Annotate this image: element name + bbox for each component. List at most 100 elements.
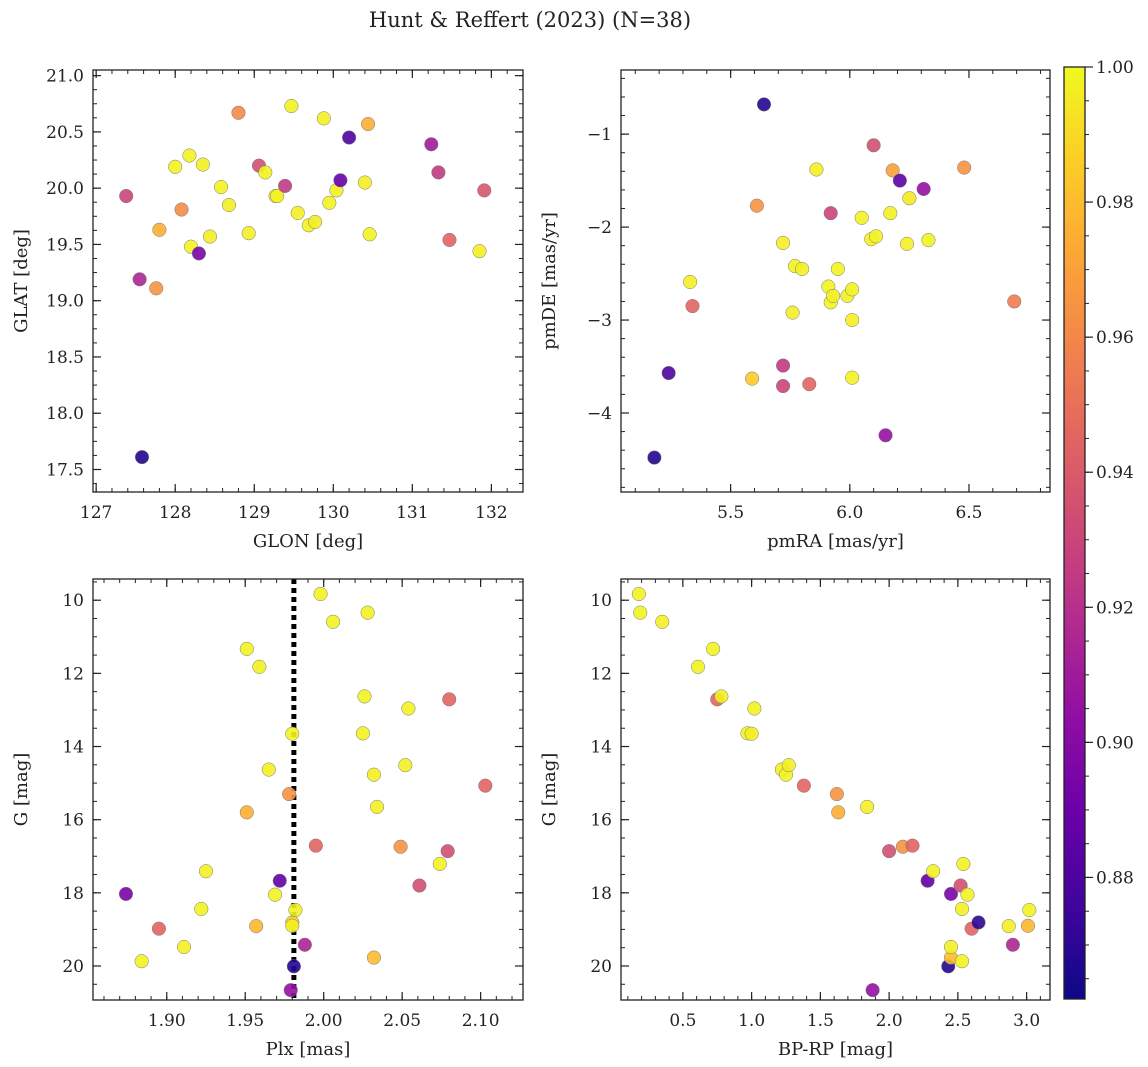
scatter-point [297,937,312,952]
scatter-point [943,939,959,955]
scatter-point [960,887,975,902]
x-axis-label: pmRA [mas/yr] [767,531,904,552]
scatter-point [134,954,149,969]
scatter-point [442,232,457,247]
scatter-point [956,856,971,871]
y-tick-label: 18.0 [46,404,84,424]
scatter-point [290,205,305,220]
y-tick-label: 20 [590,957,612,977]
scatter-point [132,272,147,287]
scatter-point [954,901,970,916]
x-tick-label: 127 [80,503,112,523]
y-tick-label: 14 [590,738,612,758]
plot-area [93,579,523,1000]
y-tick-label: 12 [590,664,612,684]
scatter-point [795,261,810,276]
scatter-point [239,641,254,656]
axes-frame [92,578,524,1001]
y-tick-label: 16 [62,811,84,831]
y-tick-label: 14 [62,738,84,758]
x-tick-label: 1.0 [738,1011,765,1031]
y-tick-label: 20 [62,957,84,977]
scatter-point [398,758,413,773]
scatter-panel-4: 0.5 1.0 1.5 2.0 2.5 3.0 10 12 14 16 18 20 BP-RP [mag… [539,578,1051,1060]
scatter-point [272,873,287,888]
scatter-point [239,805,254,820]
scatter-point [899,236,915,251]
scatter-point [685,299,700,314]
scatter-point [149,281,164,296]
y-tick-label: −2 [587,218,612,238]
scatter-point [151,921,166,936]
axes-frame [620,578,1051,1001]
scatter-point [854,210,869,225]
scatter-point [283,983,298,998]
scatter-point [633,605,648,620]
scatter-point [286,959,301,974]
x-tick-label: 2.0 [876,1011,903,1031]
scatter-point [401,701,416,716]
scatter-point [288,902,303,918]
scatter-point [241,226,256,241]
scatter-point [326,614,341,629]
scatter-point [1005,937,1020,952]
scatter-point [744,726,759,741]
scatter-point [878,428,893,443]
scatter-point [432,856,447,871]
x-tick-label: 3.0 [1013,1011,1040,1031]
scatter-point [118,886,134,901]
scatter-point [957,160,972,175]
scatter-point [943,886,959,901]
scatter-points [631,586,1037,998]
scatter-point [631,586,646,602]
scatter-point [285,726,300,741]
scatter-point [845,282,860,297]
scatter-point [168,159,183,174]
scatter-point [258,165,273,180]
scatter-point [747,701,762,716]
scatter-panel-3: 1.90 1.95 2.00 2.05 2.10 10 12 14 16 18 20 Plx [mas… [11,578,524,1060]
y-tick-label: 16 [590,811,612,831]
x-tick-label: 1.5 [807,1011,834,1031]
scatter-panel-1: 127 128 129 130 131 132 17.5 18.0 18.5 19.0 19.5 20… [11,67,524,552]
x-tick-label: 128 [159,503,191,523]
scatter-point [683,274,698,289]
x-axis-label: Plx [mas] [266,1039,351,1060]
scatter-point [316,111,331,126]
panels: 127 128 129 130 131 132 17.5 18.0 18.5 19.0 19.5 20… [11,67,1051,1060]
y-tick-label: 19.0 [46,292,84,312]
scatter-point [661,365,676,381]
scatter-point [823,206,838,221]
scatter-point [198,864,214,879]
x-tick-label: 0.5 [669,1011,696,1031]
x-tick-label: 2.5 [944,1011,971,1031]
y-tick-label: 19.5 [46,235,84,255]
scatter-point [690,659,706,674]
y-tick-label: 20.0 [46,179,84,199]
scatter-point [442,692,457,707]
scatter-point [809,162,824,177]
x-axis-label: GLON [deg] [253,531,363,552]
scatter-point [370,799,385,814]
y-axis-label: G [mag] [11,753,32,826]
scatter-point [971,915,986,930]
scatter-point [214,179,229,195]
scatter-point [756,97,772,112]
scatter-point [647,450,662,465]
scatter-point [431,165,446,180]
scatter-point [366,950,381,965]
scatter-point [267,887,283,902]
scatter-point [252,659,267,674]
scatter-points [647,97,1022,465]
scatter-point [868,229,884,244]
scatter-point [477,183,492,198]
scatter-point [134,450,150,465]
scatter-point [1001,919,1016,934]
scatter-point [360,605,375,620]
y-tick-label: −3 [587,311,612,331]
x-tick-label: 6.0 [836,503,863,523]
scatter-point [1022,902,1037,918]
scatter-point [313,586,328,602]
y-axis-label: G [mag] [539,753,560,826]
